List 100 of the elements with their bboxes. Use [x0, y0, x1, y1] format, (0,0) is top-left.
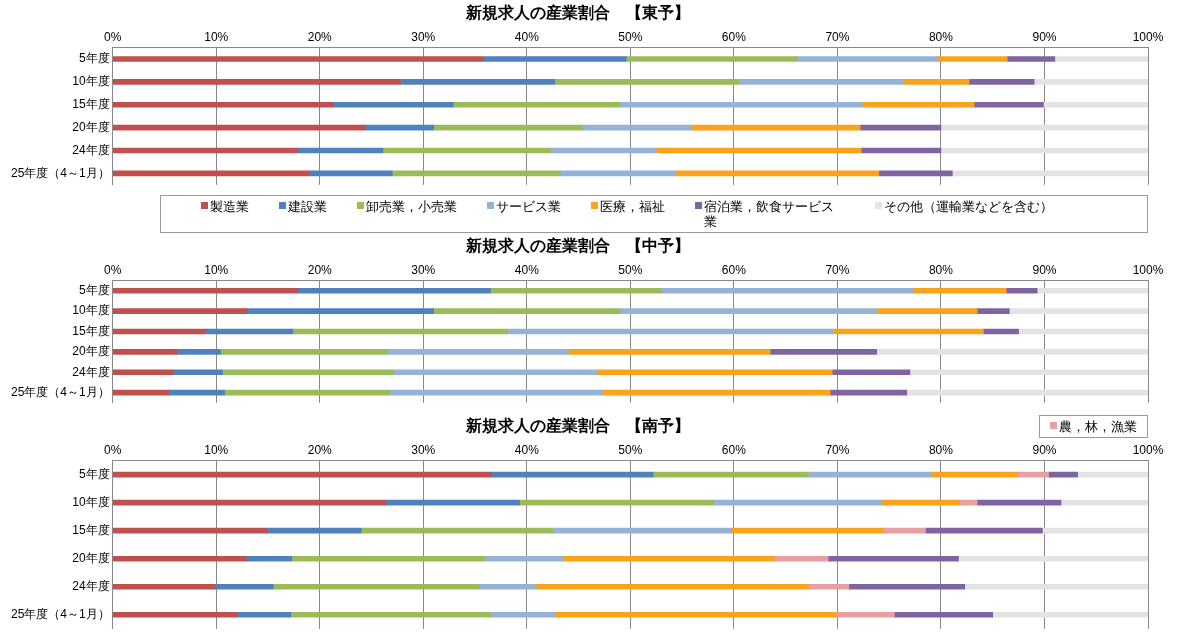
x-tick-label: 100% — [1132, 442, 1164, 457]
x-tick-label: 60% — [721, 442, 747, 457]
bar — [400, 79, 556, 85]
legend-label: 宿泊業，飲食サービス業 — [704, 199, 835, 229]
bar — [876, 308, 978, 314]
bar — [112, 349, 178, 355]
bar — [730, 527, 884, 534]
x-tick-label: 80% — [928, 262, 954, 277]
bar — [172, 369, 223, 376]
bar — [1042, 527, 1148, 534]
x-tick-label: 0% — [104, 442, 122, 457]
x-tick-label: 10% — [204, 262, 229, 277]
bar — [176, 349, 221, 355]
bar — [992, 611, 1148, 618]
y-tick-label: 15年度 — [72, 97, 110, 112]
y-tick-label: 20年度 — [72, 551, 110, 566]
bar — [1008, 308, 1148, 314]
bar — [452, 101, 621, 108]
y-tick-label: 24年度 — [72, 579, 110, 594]
bar — [291, 555, 486, 562]
y-tick-label: 5年度 — [79, 466, 110, 481]
bar — [112, 56, 484, 62]
bar — [808, 583, 850, 590]
y-tick-label: 25年度（4～1月） — [10, 165, 110, 180]
bar — [266, 527, 362, 534]
bar — [1033, 79, 1148, 85]
bar — [112, 369, 174, 376]
bar — [773, 555, 829, 562]
bar — [112, 527, 268, 534]
x-tick-label: 20% — [307, 262, 333, 277]
x-tick-label: 70% — [825, 29, 850, 44]
x-tick-label: 0% — [104, 29, 122, 44]
bar — [552, 527, 732, 534]
x-tick-label: 30% — [411, 29, 436, 44]
chart-title: 新規求人の産業割合 【東予】 — [465, 2, 690, 22]
bar — [925, 527, 1043, 534]
bar — [968, 79, 1035, 85]
x-tick-label: 10% — [204, 29, 229, 44]
y-tick-label: 25年度（4～1月） — [10, 607, 110, 622]
bar — [876, 349, 1148, 355]
bar — [596, 369, 833, 376]
x-tick-label: 10% — [204, 442, 229, 457]
x-tick-label: 30% — [411, 442, 436, 457]
bar — [535, 583, 809, 590]
legend-label: 製造業 — [210, 199, 249, 214]
x-tick-label: 40% — [514, 29, 540, 44]
x-tick-label: 70% — [825, 442, 850, 457]
x-tick-label: 30% — [411, 262, 436, 277]
x-tick-label: 60% — [721, 262, 747, 277]
bar — [386, 349, 569, 355]
bar — [1006, 56, 1056, 62]
x-tick-label: 100% — [1132, 262, 1164, 277]
bar — [478, 583, 537, 590]
bar — [290, 611, 491, 618]
bar — [272, 583, 480, 590]
bar — [360, 527, 554, 534]
bar — [554, 79, 740, 85]
legend-label: 農，林，漁業 — [1059, 419, 1137, 434]
y-tick-label: 25年度（4～1月） — [10, 384, 110, 399]
bar — [836, 611, 895, 618]
bar — [909, 369, 1148, 376]
x-tick-label: 40% — [514, 262, 540, 277]
bar — [567, 349, 771, 355]
bar — [1043, 101, 1148, 108]
y-tick-label: 24年度 — [72, 364, 110, 379]
y-tick-label: 15年度 — [72, 323, 110, 338]
bar — [937, 56, 1008, 62]
bar — [112, 555, 247, 562]
chart-title: 新規求人の産業割合 【南予】 — [465, 415, 690, 435]
bar — [483, 56, 627, 62]
bar — [490, 287, 662, 294]
x-tick-label: 20% — [307, 29, 333, 44]
y-tick-label: 10年度 — [72, 494, 110, 509]
bar — [1054, 56, 1148, 62]
bar — [392, 369, 598, 376]
bar — [894, 611, 994, 618]
bar — [738, 79, 903, 85]
bar — [1005, 287, 1038, 294]
bar — [973, 101, 1044, 108]
bar — [236, 611, 292, 618]
bar — [769, 349, 878, 355]
y-tick-label: 20年度 — [72, 344, 110, 359]
x-tick-label: 90% — [1032, 29, 1057, 44]
bar — [246, 308, 434, 314]
bar — [625, 56, 798, 62]
bar — [245, 555, 293, 562]
x-tick-label: 20% — [307, 442, 333, 457]
bar — [112, 79, 401, 85]
bar — [1036, 287, 1148, 294]
bar — [214, 583, 274, 590]
y-tick-label: 20年度 — [72, 119, 110, 134]
bar — [619, 308, 878, 314]
x-tick-label: 40% — [514, 442, 540, 457]
x-tick-label: 90% — [1032, 442, 1057, 457]
chart-title: 新規求人の産業割合 【中予】 — [465, 235, 690, 255]
bar — [796, 56, 939, 62]
legend-label: サービス業 — [496, 199, 561, 214]
bar — [112, 308, 248, 314]
bar — [831, 369, 911, 376]
x-tick-label: 90% — [1032, 262, 1057, 277]
